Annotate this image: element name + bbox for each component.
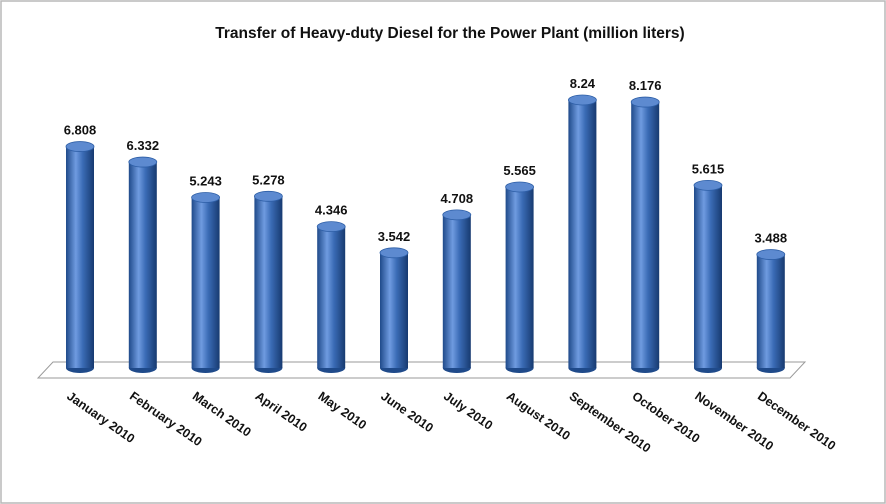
data-label: 5.565: [503, 163, 536, 178]
data-label: 5.615: [692, 161, 725, 176]
bar-cap: [65, 141, 95, 152]
bar: [128, 162, 157, 368]
bar: [66, 146, 94, 368]
bar: [317, 226, 346, 368]
bar-cap: [379, 247, 409, 259]
floor: [36, 361, 807, 379]
bar: [568, 100, 597, 368]
bar-cap: [630, 96, 660, 108]
data-label: 6.808: [64, 123, 97, 138]
bar: [191, 197, 220, 368]
bar-cap: [505, 181, 534, 193]
data-label: 4.708: [441, 191, 474, 206]
bar: [631, 102, 660, 369]
data-label: 3.488: [755, 231, 788, 246]
bar: [756, 254, 785, 368]
bar-cap: [693, 179, 723, 191]
bar-cap: [756, 249, 786, 260]
bar: [442, 214, 471, 368]
bar: [254, 196, 283, 368]
bar-cap: [442, 209, 472, 221]
data-label: 6.332: [127, 138, 160, 153]
data-label: 3.542: [378, 229, 411, 244]
bar-cap: [568, 94, 597, 106]
data-label: 4.346: [315, 203, 348, 218]
data-label: 5.278: [252, 172, 285, 187]
data-label: 8.24: [570, 76, 596, 91]
data-label: 8.176: [629, 78, 662, 93]
data-label: 5.243: [189, 173, 222, 188]
bar: [694, 185, 722, 368]
bar-cap: [191, 192, 221, 203]
bar-cap: [316, 221, 346, 233]
bar-cap: [128, 156, 158, 168]
bar-cap: [253, 190, 283, 202]
bar: [505, 187, 534, 368]
chart-title: Transfer of Heavy-duty Diesel for the Po…: [215, 25, 684, 42]
bar: [380, 252, 408, 368]
